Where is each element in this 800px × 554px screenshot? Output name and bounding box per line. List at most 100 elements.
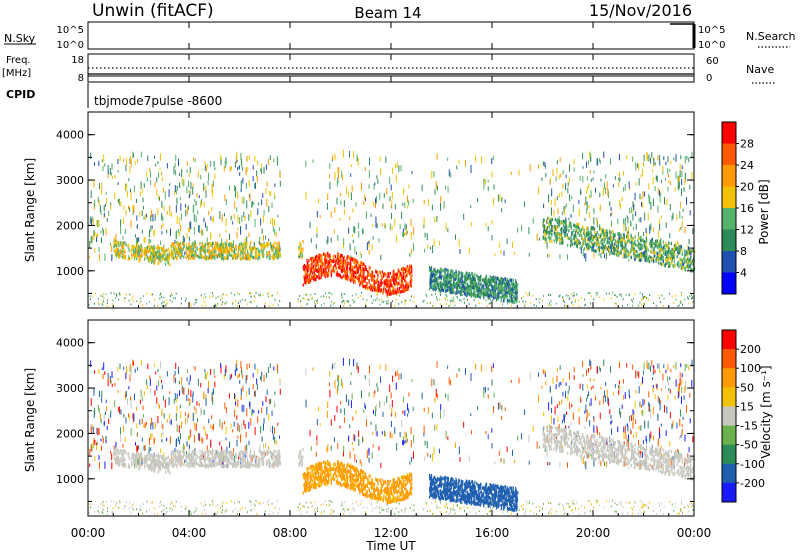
power-cell xyxy=(443,282,445,286)
power-cell xyxy=(487,296,489,300)
power-cell xyxy=(245,223,247,230)
power-cell xyxy=(586,201,588,210)
power-cell xyxy=(497,194,499,202)
power-cell xyxy=(340,259,342,263)
power-cell xyxy=(246,236,248,244)
power-cell xyxy=(307,264,309,268)
power-cell xyxy=(660,237,662,241)
power-cell xyxy=(299,243,301,247)
power-cell xyxy=(274,250,277,254)
power-cell xyxy=(234,201,236,209)
power-cell xyxy=(436,269,439,273)
power-cell xyxy=(349,150,351,158)
power-cell xyxy=(199,252,201,256)
power-cell xyxy=(596,294,598,297)
power-cell xyxy=(161,296,163,299)
power-cell xyxy=(176,197,178,205)
power-cell xyxy=(620,233,622,238)
power-cell xyxy=(117,242,120,246)
power-cell xyxy=(586,247,588,251)
power-cell xyxy=(375,279,378,283)
power-cell xyxy=(231,246,233,250)
power-cell xyxy=(98,200,100,206)
power-cell xyxy=(115,294,117,297)
power-cell xyxy=(107,171,109,179)
power-cell xyxy=(150,180,152,186)
power-cell xyxy=(449,299,451,302)
power-cell xyxy=(545,238,547,242)
power-cell xyxy=(514,251,516,256)
power-cell xyxy=(106,305,108,307)
power-cell xyxy=(208,210,210,216)
power-cell xyxy=(529,301,531,304)
power-cell xyxy=(442,288,445,293)
power-cell xyxy=(159,167,161,171)
power-cell xyxy=(337,274,339,278)
power-cell xyxy=(332,256,334,260)
power-cell xyxy=(622,254,625,258)
power-cell xyxy=(211,256,213,261)
power-cell xyxy=(204,161,206,165)
power-cell xyxy=(646,152,648,160)
power-cell xyxy=(298,255,300,259)
power-cell xyxy=(205,222,207,228)
power-cell xyxy=(550,231,552,236)
power-cell xyxy=(354,271,356,275)
power-cell xyxy=(262,193,264,198)
power-cell xyxy=(183,244,185,248)
power-cell xyxy=(598,249,601,253)
power-cell xyxy=(222,245,224,249)
power-cell xyxy=(455,273,457,277)
power-cell xyxy=(365,211,367,219)
power-cell xyxy=(470,165,472,174)
power-cell xyxy=(551,188,553,197)
power-cell xyxy=(311,275,313,279)
power-cell xyxy=(500,288,502,292)
power-cell xyxy=(463,285,465,289)
power-cell xyxy=(368,267,370,271)
power-cell xyxy=(398,165,400,172)
power-cell xyxy=(625,253,627,258)
power-cell xyxy=(189,190,191,197)
power-cell xyxy=(669,181,671,186)
power-cell xyxy=(318,263,320,268)
power-cell xyxy=(411,274,413,278)
power-cell xyxy=(372,284,374,288)
power-cell xyxy=(596,238,599,242)
power-cell xyxy=(597,239,599,243)
power-cell xyxy=(429,269,431,273)
power-cell xyxy=(681,267,683,271)
power-cell xyxy=(139,301,141,304)
power-cell xyxy=(593,227,596,231)
power-cell xyxy=(581,234,583,238)
power-cell xyxy=(439,203,441,211)
power-cell xyxy=(171,294,173,297)
power-cell xyxy=(189,245,192,249)
power-cell xyxy=(491,284,493,288)
power-cell xyxy=(100,230,102,234)
power-cell xyxy=(195,215,197,223)
power-cell xyxy=(622,246,624,250)
power-cell xyxy=(397,276,400,280)
power-cell xyxy=(677,183,679,191)
power-cell xyxy=(368,184,370,189)
power-cell xyxy=(646,239,648,243)
power-cell xyxy=(354,226,356,234)
power-cell xyxy=(639,238,642,243)
power-cell xyxy=(325,260,327,264)
power-cell xyxy=(688,302,690,305)
power-cell xyxy=(343,209,345,216)
power-cell xyxy=(181,177,183,186)
power-cell xyxy=(494,289,496,293)
power-cell xyxy=(237,191,239,199)
power-cell xyxy=(347,275,349,279)
power-cell xyxy=(679,201,681,209)
power-cell xyxy=(257,160,259,166)
power-cell xyxy=(447,271,449,275)
power-cell xyxy=(628,240,631,244)
power-cell xyxy=(175,247,177,251)
power-cell xyxy=(606,232,609,236)
power-cell xyxy=(268,256,270,261)
power-cell xyxy=(576,240,579,244)
power-cell xyxy=(357,296,359,299)
